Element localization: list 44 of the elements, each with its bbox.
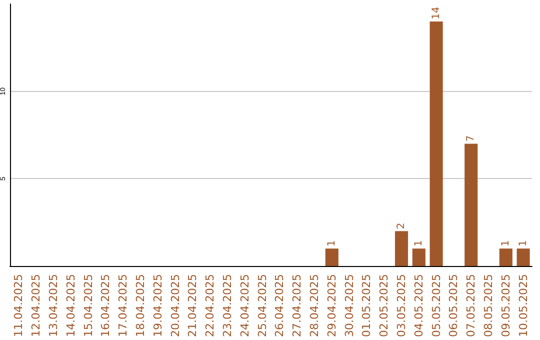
data-label: 2 xyxy=(396,222,407,230)
x-tick-label: 24.04.2025 xyxy=(238,274,252,338)
x-tick-label: 30.04.2025 xyxy=(342,274,356,338)
data-label: 1 xyxy=(500,240,512,247)
data-label: 14 xyxy=(430,6,442,20)
x-tick-label: 11.04.2025 xyxy=(12,274,26,338)
data-label: 7 xyxy=(466,135,477,142)
x-tick-label: 02.05.2025 xyxy=(378,274,391,338)
x-tick-label: 07.05.2025 xyxy=(464,274,478,338)
x-tick-label: 06.05.2025 xyxy=(447,274,460,338)
x-tick-label: 01.05.2025 xyxy=(360,274,374,338)
x-tick-label: 27.04.2025 xyxy=(290,274,304,338)
bar xyxy=(464,144,478,266)
data-label: 1 xyxy=(518,240,529,247)
x-tick-label: 19.04.2025 xyxy=(151,274,164,338)
x-tick-label: 10.05.2025 xyxy=(516,274,530,338)
bar xyxy=(430,21,443,266)
x-tick-label: 17.04.2025 xyxy=(116,274,130,338)
x-tick-label: 29.04.2025 xyxy=(325,274,338,338)
bar xyxy=(412,248,426,266)
x-tick-label: 20.04.2025 xyxy=(168,274,182,338)
x-tick-label: 09.05.2025 xyxy=(499,274,512,338)
x-tick-label: 08.05.2025 xyxy=(482,274,495,338)
x-tick-label: 04.05.2025 xyxy=(412,274,426,338)
bar xyxy=(516,248,530,266)
x-tick-label: 13.04.2025 xyxy=(47,274,60,338)
x-tick-label: 12.04.2025 xyxy=(30,274,43,338)
x-tick-label: 21.04.2025 xyxy=(186,274,200,338)
x-tick-label: 28.04.2025 xyxy=(308,274,321,338)
x-tick-label: 16.04.2025 xyxy=(99,274,112,338)
x-tick-label: 23.04.2025 xyxy=(221,274,234,338)
x-tick-label: 15.04.2025 xyxy=(82,274,95,338)
data-label: 1 xyxy=(326,240,338,247)
x-tick-label: 03.05.2025 xyxy=(395,274,408,338)
bar xyxy=(325,248,338,266)
x-tick-label: 22.04.2025 xyxy=(204,274,217,338)
x-tick-label: 25.04.2025 xyxy=(256,274,269,338)
x-tick-label: 18.04.2025 xyxy=(134,274,147,338)
x-tick-label: 05.05.2025 xyxy=(430,274,443,338)
x-tick-label: 26.04.2025 xyxy=(273,274,286,338)
bar xyxy=(499,248,512,266)
x-tick-label: 14.04.2025 xyxy=(64,274,78,338)
data-label: 1 xyxy=(413,240,424,247)
bar xyxy=(394,231,408,266)
